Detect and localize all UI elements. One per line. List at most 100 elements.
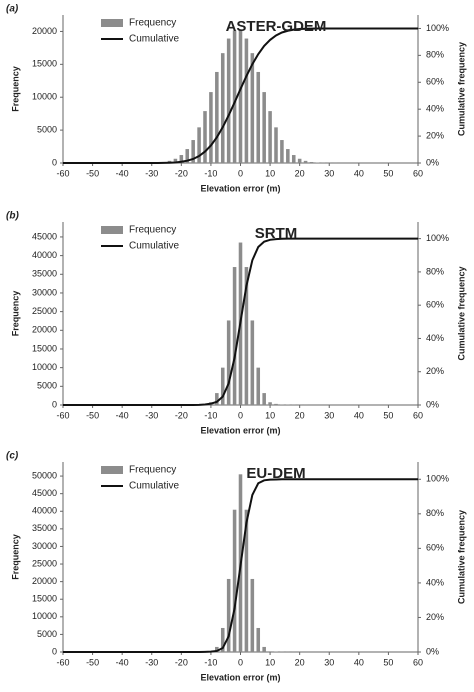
- x-tick-label: 20: [295, 168, 305, 178]
- y-tick-label: 15000: [32, 59, 57, 69]
- bar: [268, 651, 272, 652]
- x-axis-label: Elevation error (m): [200, 183, 280, 193]
- y-tick-label: 40000: [32, 250, 57, 260]
- x-tick-label: 60: [413, 657, 423, 667]
- y-tick-label: 45000: [32, 231, 57, 241]
- y2-tick-label: 20%: [426, 612, 444, 622]
- panel-label: (b): [6, 211, 19, 222]
- bar: [173, 158, 178, 163]
- y2-tick-label: 80%: [426, 508, 444, 518]
- x-tick-label: 30: [324, 410, 334, 420]
- bar: [303, 160, 308, 163]
- bar: [262, 92, 266, 163]
- x-tick-label: -40: [116, 657, 129, 667]
- y2-tick-label: 40%: [426, 104, 444, 114]
- x-tick-label: 50: [383, 168, 393, 178]
- bar: [250, 578, 255, 652]
- y-tick-label: 0: [52, 646, 57, 656]
- bar: [232, 30, 237, 163]
- bar: [256, 367, 261, 405]
- y2-tick-label: 0%: [426, 646, 439, 656]
- x-tick-label: -10: [204, 657, 217, 667]
- legend-swatch: [101, 19, 123, 27]
- x-tick-label: 40: [354, 168, 364, 178]
- y-tick-label: 50000: [32, 470, 57, 480]
- x-tick-label: -60: [56, 168, 69, 178]
- y2-tick-label: 100%: [426, 23, 449, 33]
- legend-label: Frequency: [129, 225, 176, 236]
- x-tick-label: 50: [383, 657, 393, 667]
- bar: [226, 320, 231, 405]
- bar: [268, 111, 272, 163]
- cumulative-line: [63, 237, 418, 406]
- bar: [309, 161, 314, 163]
- y-tick-label: 25000: [32, 558, 57, 568]
- cumulative-line: [63, 478, 418, 653]
- y-tick-label: 30000: [32, 287, 57, 297]
- y2-axis-label: Cumulative frequency: [456, 42, 466, 136]
- y2-tick-label: 20%: [426, 366, 444, 376]
- x-tick-label: 40: [354, 657, 364, 667]
- y2-tick-label: 40%: [426, 333, 444, 343]
- y-tick-label: 10000: [32, 611, 57, 621]
- bar: [209, 92, 213, 163]
- x-tick-label: 30: [324, 168, 334, 178]
- y2-tick-label: 40%: [426, 577, 444, 587]
- x-tick-label: 10: [265, 168, 275, 178]
- y2-tick-label: 0%: [426, 157, 439, 167]
- x-tick-label: -10: [204, 410, 217, 420]
- chart-title: ASTER-GDEM: [226, 18, 327, 35]
- y-tick-label: 10000: [32, 362, 57, 372]
- bar: [244, 267, 249, 405]
- legend-label: Cumulative: [129, 241, 179, 252]
- x-tick-label: -30: [145, 168, 158, 178]
- x-tick-label: 10: [265, 657, 275, 667]
- bar: [215, 71, 219, 163]
- y-tick-label: 5000: [37, 629, 57, 639]
- bar: [232, 509, 237, 652]
- legend-label: Frequency: [129, 18, 176, 29]
- panel-label: (a): [6, 4, 19, 15]
- bar: [244, 38, 249, 163]
- bar: [286, 149, 290, 163]
- bar: [232, 267, 237, 405]
- y-tick-label: 40000: [32, 506, 57, 516]
- bar: [256, 627, 261, 652]
- chart-title: SRTM: [255, 225, 298, 242]
- x-tick-label: -30: [145, 410, 158, 420]
- x-tick-label: 0: [238, 657, 243, 667]
- x-tick-label: 20: [295, 657, 305, 667]
- bar: [215, 646, 219, 652]
- legend-swatch: [101, 226, 123, 234]
- bar: [197, 127, 201, 163]
- bar: [262, 393, 266, 405]
- bar: [250, 320, 255, 405]
- y-tick-label: 45000: [32, 488, 57, 498]
- x-tick-label: -50: [86, 168, 99, 178]
- y2-tick-label: 60%: [426, 300, 444, 310]
- y-axis-label: Frequency: [10, 291, 20, 337]
- bar: [220, 367, 225, 405]
- y-tick-label: 0: [52, 157, 57, 167]
- y-tick-label: 10000: [32, 92, 57, 102]
- x-tick-label: -30: [145, 657, 158, 667]
- bar: [280, 140, 284, 163]
- y2-axis-label: Cumulative frequency: [456, 266, 466, 360]
- x-tick-label: 40: [354, 410, 364, 420]
- x-tick-label: -50: [86, 657, 99, 667]
- y-tick-label: 15000: [32, 594, 57, 604]
- x-tick-label: 60: [413, 410, 423, 420]
- bar: [268, 402, 272, 405]
- y2-tick-label: 60%: [426, 77, 444, 87]
- y-tick-label: 0: [52, 399, 57, 409]
- legend-label: Cumulative: [129, 34, 179, 45]
- x-tick-label: -40: [116, 168, 129, 178]
- y-tick-label: 30000: [32, 541, 57, 551]
- x-tick-label: 30: [324, 657, 334, 667]
- legend-label: Frequency: [129, 465, 176, 476]
- y-tick-label: 25000: [32, 306, 57, 316]
- y2-tick-label: 80%: [426, 266, 444, 276]
- bar: [280, 404, 284, 405]
- x-tick-label: -20: [175, 657, 188, 667]
